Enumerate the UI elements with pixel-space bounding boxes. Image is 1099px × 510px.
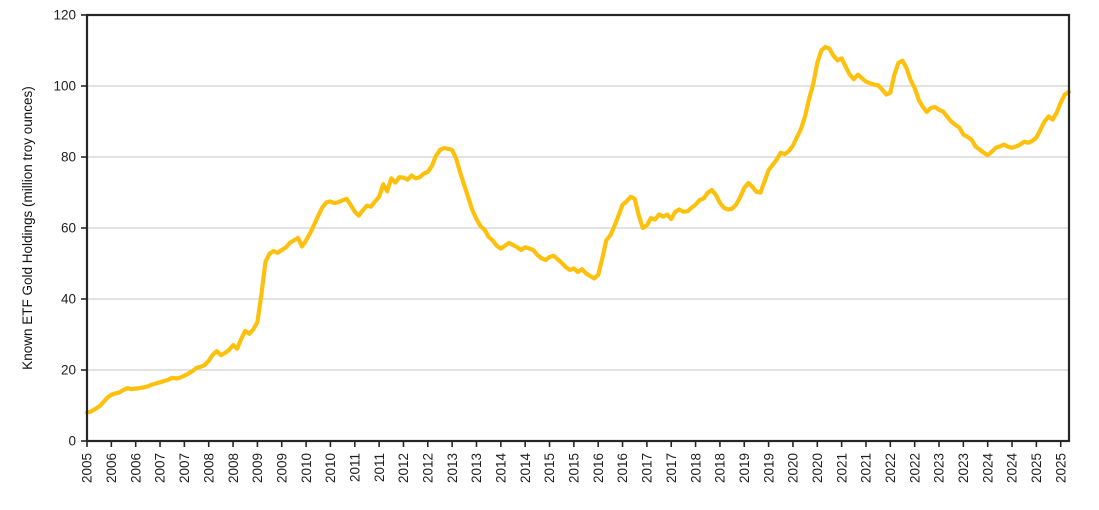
y-tick-label: 60 bbox=[61, 221, 76, 236]
x-tick-label: 2025 bbox=[1029, 453, 1044, 483]
x-tick-label: 2007 bbox=[177, 453, 192, 483]
x-tick-label: 2021 bbox=[859, 453, 874, 483]
x-tick-label: 2019 bbox=[761, 453, 776, 483]
y-tick-label: 120 bbox=[53, 8, 76, 23]
x-tick-label: 2014 bbox=[518, 453, 533, 484]
x-tick-label: 2016 bbox=[615, 453, 630, 483]
x-tick-label: 2024 bbox=[980, 453, 995, 484]
x-tick-label: 2013 bbox=[445, 453, 460, 483]
x-tick-label: 2011 bbox=[372, 453, 387, 482]
x-tick-label: 2023 bbox=[956, 453, 971, 483]
x-tick-label: 2010 bbox=[323, 453, 338, 483]
y-axis-tick-labels: 0 20 40 60 80 100 120 bbox=[53, 8, 76, 449]
x-tick-label: 2006 bbox=[104, 453, 119, 483]
x-tick-label: 2010 bbox=[299, 453, 314, 483]
x-tick-label: 2017 bbox=[640, 453, 655, 483]
x-tick-label: 2013 bbox=[469, 453, 484, 483]
x-tick-label: 2023 bbox=[932, 453, 947, 483]
x-tick-label: 2006 bbox=[128, 453, 143, 483]
y-tick-label: 100 bbox=[53, 79, 76, 94]
x-tick-label: 2015 bbox=[542, 453, 557, 483]
x-tick-label: 2020 bbox=[786, 453, 801, 483]
x-tick-label: 2017 bbox=[664, 453, 679, 483]
y-tick-label: 20 bbox=[61, 363, 76, 378]
x-tick-label: 2020 bbox=[810, 453, 825, 483]
x-tick-label: 2016 bbox=[591, 453, 606, 483]
x-tick-label: 2008 bbox=[226, 453, 241, 483]
x-tick-label: 2012 bbox=[396, 453, 411, 483]
y-tick-label: 40 bbox=[61, 292, 76, 307]
x-tick-label: 2018 bbox=[688, 453, 703, 483]
y-axis-title: Known ETF Gold Holdings (million troy ou… bbox=[20, 86, 35, 370]
gridlines-layer bbox=[87, 85, 1069, 371]
x-tick-label: 2008 bbox=[201, 453, 216, 483]
x-tick-label: 2021 bbox=[834, 453, 849, 483]
x-tick-label: 2009 bbox=[250, 453, 265, 483]
x-tick-label: 2011 bbox=[347, 453, 362, 482]
y-tick-label: 80 bbox=[61, 150, 76, 165]
x-tick-label: 2015 bbox=[567, 453, 582, 483]
x-tick-label: 2025 bbox=[1053, 453, 1068, 483]
series-line bbox=[84, 44, 1071, 415]
x-tick-label: 2019 bbox=[737, 453, 752, 483]
x-tick-label: 2022 bbox=[907, 453, 922, 483]
axes-layer bbox=[81, 13, 1071, 447]
x-tick-label: 2022 bbox=[883, 453, 898, 483]
y-tick-label: 0 bbox=[68, 434, 76, 449]
x-tick-label: 2007 bbox=[153, 453, 168, 483]
x-tick-label: 2009 bbox=[274, 453, 289, 483]
series-layer bbox=[84, 44, 1071, 415]
x-tick-label: 2012 bbox=[421, 453, 436, 483]
x-axis-tick-labels: 2005 2006 2006 2007 2007 2008 2008 2009 2009 2010… bbox=[80, 453, 1069, 484]
x-tick-label: 2005 bbox=[80, 453, 95, 483]
x-tick-label: 2024 bbox=[1005, 453, 1020, 484]
x-tick-label: 2014 bbox=[494, 453, 509, 484]
x-tick-label: 2018 bbox=[713, 453, 728, 483]
